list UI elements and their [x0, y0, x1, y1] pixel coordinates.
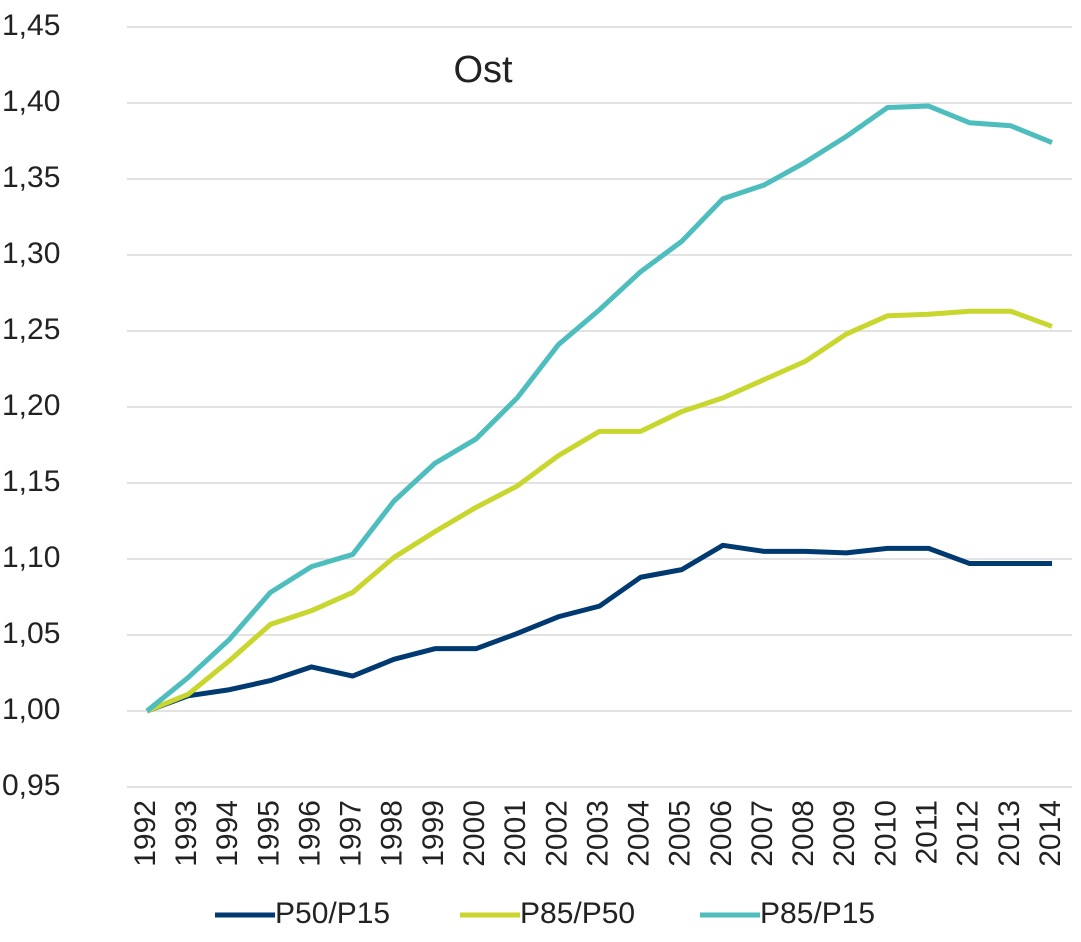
x-tick-label: 2001: [499, 800, 532, 867]
y-tick-label: 1,00: [2, 693, 60, 726]
x-tick-label: 2014: [1034, 800, 1067, 867]
y-tick-label: 0,95: [2, 769, 60, 802]
x-tick-label: 2008: [787, 800, 820, 867]
x-tick-label: 2012: [952, 800, 985, 867]
x-tick-label: 1996: [293, 800, 326, 867]
x-tick-label: 2010: [869, 800, 902, 867]
y-tick-label: 1,25: [2, 313, 60, 346]
series-line: [146, 542, 1052, 714]
legend-label: P85/P15: [760, 897, 875, 930]
x-tick-label: 1992: [129, 800, 162, 867]
x-tick-label: 1995: [252, 800, 285, 867]
x-tick-label: 2007: [746, 800, 779, 867]
x-tick-label: 2005: [664, 800, 697, 867]
series-line: [146, 308, 1053, 714]
x-tick-label: 1994: [211, 800, 244, 867]
y-tick-label: 1,30: [2, 237, 60, 270]
y-tick-label: 1,05: [2, 617, 60, 650]
legend-label: P50/P15: [275, 897, 390, 930]
x-tick-label: 1993: [170, 800, 203, 867]
x-tick-label: 2004: [623, 800, 656, 867]
y-tick-label: 1,35: [2, 161, 60, 194]
x-tick-label: 2002: [540, 800, 573, 867]
y-tick-label: 1,10: [2, 541, 60, 574]
x-tick-label: 1998: [376, 800, 409, 867]
x-tick-label: 2011: [911, 800, 944, 865]
x-tick-label: 2003: [581, 800, 614, 867]
y-tick-label: 1,40: [2, 85, 60, 118]
x-tick-label: 1997: [335, 800, 368, 867]
x-tick-label: 2013: [993, 800, 1026, 867]
y-tick-label: 1,20: [2, 389, 60, 422]
x-tick-label: 2000: [458, 800, 491, 867]
y-tick-label: 1,15: [2, 465, 60, 498]
legend-label: P85/P50: [520, 897, 635, 930]
series-line: [145, 103, 1053, 713]
x-tick-label: 1999: [417, 800, 450, 867]
chart-title: Ost: [453, 49, 513, 91]
y-tick-label: 1,45: [2, 9, 60, 42]
x-tick-label: 2009: [828, 800, 861, 867]
x-tick-label: 2006: [705, 800, 738, 867]
